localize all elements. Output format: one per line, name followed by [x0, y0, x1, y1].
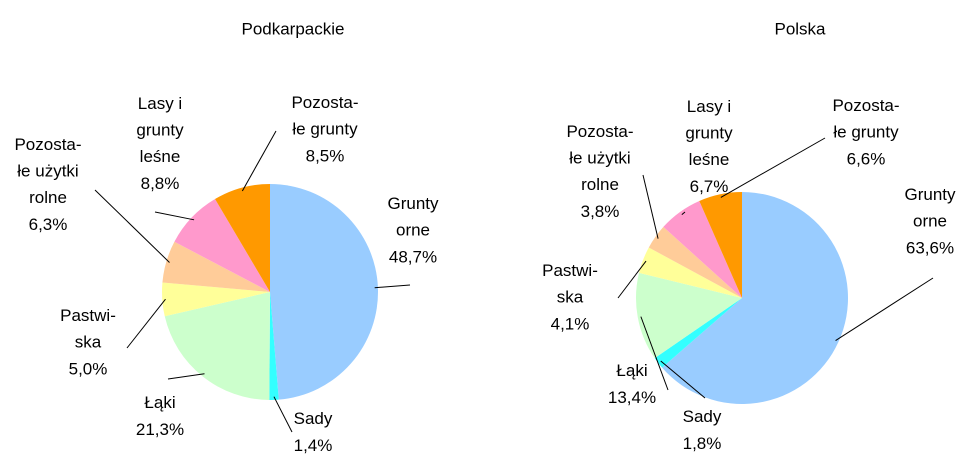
leader-line [154, 211, 195, 221]
value-label: 6,6% [847, 149, 886, 168]
value-label: 8,8% [141, 174, 180, 193]
category-label: Lasy i grunty leśne [685, 97, 733, 169]
chart-title: Podkarpackie [241, 19, 344, 38]
value-label: 48,7% [389, 247, 437, 266]
value-label: 13,4% [608, 388, 656, 407]
category-label: Sady [294, 409, 333, 428]
pie-slice [164, 292, 270, 400]
leader-line [273, 396, 293, 433]
category-label: Grunty orne [904, 185, 956, 231]
pie-slice [662, 192, 848, 404]
pie-slice [699, 192, 742, 298]
leader-line [640, 316, 669, 391]
value-label: 6,3% [29, 215, 68, 234]
pie-slice [269, 292, 279, 400]
pie-slice [654, 298, 742, 368]
leader-line [167, 373, 205, 380]
pie-slice [636, 272, 742, 359]
pie-slice [215, 184, 270, 292]
pie-slice [174, 199, 270, 292]
leader-line [241, 130, 277, 192]
category-label: Pozosta-łe użytki rolne [566, 122, 633, 194]
category-label: Łąki [144, 393, 175, 412]
value-label: 4,1% [551, 314, 590, 333]
value-label: 1,8% [683, 434, 722, 453]
pie-slice [162, 282, 270, 317]
leader-line [681, 211, 686, 216]
value-label: 3,8% [581, 202, 620, 221]
pie-slice [663, 200, 742, 298]
category-label: Lasy i grunty leśne [136, 94, 184, 166]
value-label: 8,5% [306, 146, 345, 165]
leader-line [720, 137, 826, 198]
category-label: Pastwi-ska [542, 261, 598, 307]
value-label: 1,4% [294, 436, 333, 455]
category-label: Pozosta-łe grunty [832, 96, 899, 142]
category-label: Pozosta-łe użytki rolne [14, 135, 81, 207]
category-label: Pozosta-łe grunty [291, 93, 358, 139]
leader-line [660, 360, 706, 399]
leader-line [126, 298, 166, 349]
pie-slice [270, 184, 378, 400]
category-label: Łąki [616, 361, 647, 380]
category-label: Sady [683, 407, 722, 426]
leader-line [835, 277, 934, 342]
pie-slice [639, 247, 742, 298]
leader-line [642, 174, 659, 239]
value-label: 6,7% [690, 177, 729, 196]
leader-line [617, 260, 647, 299]
leader-line [94, 189, 170, 263]
value-label: 5,0% [69, 359, 108, 378]
value-label: 21,3% [136, 420, 184, 439]
category-label: Pastwi-ska [60, 306, 116, 352]
pie-slice [162, 241, 270, 292]
leader-line [374, 284, 411, 289]
value-label: 63,6% [906, 238, 954, 257]
category-label: Grunty orne [387, 194, 439, 240]
chart-title: Polska [774, 19, 826, 38]
pie-slice [648, 226, 742, 298]
